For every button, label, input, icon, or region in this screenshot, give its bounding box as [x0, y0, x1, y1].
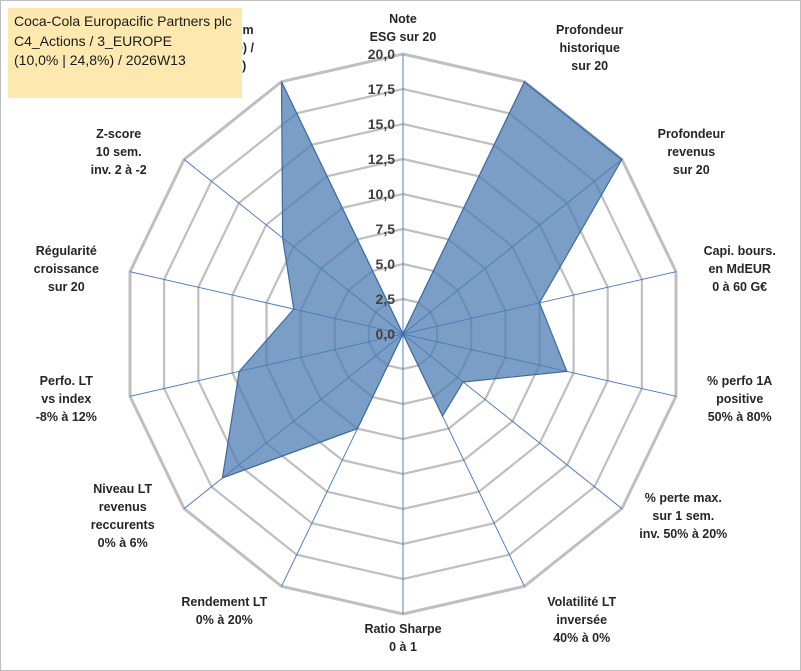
axis-label-line: sur 1 sem.	[652, 509, 714, 523]
radial-tick-label: 0,0	[376, 326, 396, 342]
axis-label-line: inversée	[556, 613, 607, 627]
chart-title-period: (10,0% | 24,8%) / 2026W13	[14, 52, 186, 68]
axis-label-line: sur 20	[571, 59, 608, 73]
axis-label-line: 50% à 80%	[708, 410, 772, 424]
radial-tick-label: 15,0	[368, 116, 395, 132]
axis-label-line: Z-score	[96, 127, 141, 141]
axis-label: Niveau LT revenus reccurents 0% à 6%	[91, 482, 155, 550]
axis-label-line: Niveau LT	[93, 482, 152, 496]
radial-tick-label: 12,5	[368, 151, 395, 167]
axis-label-line: 0% à 6%	[98, 536, 148, 550]
axis-label: Volatilité LT inversée 40% à 0%	[547, 595, 616, 645]
axis-label-line: Rendement LT	[181, 595, 267, 609]
axis-label-line: reccurents	[91, 518, 155, 532]
radar-series	[221, 80, 623, 479]
axis-label: Ratio Sharpe 0 à 1	[364, 622, 441, 654]
radial-tick-label: 7,5	[376, 221, 396, 237]
chart-title-box: Coca-Cola Europacific Partners plc C4_Ac…	[8, 8, 242, 98]
axis-label-line: sur 20	[48, 280, 85, 294]
axis-label-line: inv. 50% à 20%	[639, 527, 727, 541]
axis-label: % perte max. sur 1 sem. inv. 50% à 20%	[639, 491, 727, 541]
axis-label: Note ESG sur 20	[370, 12, 437, 44]
radial-tick-label: 20,0	[368, 46, 395, 62]
axis-label-line: Profondeur	[556, 23, 623, 37]
axis-label-line: inv. 2 à -2	[91, 163, 147, 177]
axis-label-line: sur 20	[673, 163, 710, 177]
axis-label-line: Note	[389, 12, 417, 26]
axis-label-line: 10 sem.	[96, 145, 142, 159]
axis-label-line: positive	[716, 392, 763, 406]
axis-label: % perfo 1A positive 50% à 80%	[707, 374, 772, 424]
axis-label-line: en MdEUR	[708, 262, 771, 276]
axis-label-line: historique	[559, 41, 619, 55]
axis-label: Rendement LT 0% à 20%	[181, 595, 267, 627]
radial-tick-labels: 0,0 2,5 5,0 7,5 10,0 12,5 15,0 17,5 20,0	[368, 46, 395, 342]
axis-label-line: % perfo 1A	[707, 374, 772, 388]
axis-label-line: revenus	[99, 500, 147, 514]
axis-label-line: Ratio Sharpe	[364, 622, 441, 636]
axis-label-line: -8% à 12%	[36, 410, 97, 424]
chart-title-category: C4_Actions / 3_EUROPE	[14, 32, 172, 49]
chart-title-company: Coca-Cola Europacific Partners plc	[14, 13, 232, 29]
radial-tick-label: 5,0	[376, 256, 396, 272]
axis-label-line: 0 à 1	[389, 640, 417, 654]
axis-label: Régularité croissance sur 20	[34, 244, 99, 294]
radial-tick-label: 10,0	[368, 186, 395, 202]
axis-label: Capi. bours. en MdEUR 0 à 60 G€	[704, 244, 776, 294]
axis-label-line: vs index	[41, 392, 91, 406]
axis-label: Perfo. LT vs index -8% à 12%	[36, 374, 97, 424]
axis-label-line: 0 à 60 G€	[712, 280, 767, 294]
axis-label-line: Volatilité LT	[547, 595, 616, 609]
axis-label-line: 0% à 20%	[196, 613, 253, 627]
series-polygon	[221, 80, 623, 479]
axis-label-line: Perfo. LT	[40, 374, 94, 388]
axis-label: Profondeur revenus sur 20	[658, 127, 725, 177]
axis-label: Profondeur historique sur 20	[556, 23, 623, 73]
axis-label-line: % perte max.	[645, 491, 722, 505]
axis-label-line: revenus	[667, 145, 715, 159]
axis-label: Z-score 10 sem. inv. 2 à -2	[91, 127, 147, 177]
radial-tick-label: 17,5	[368, 81, 395, 97]
axis-label-line: Capi. bours.	[704, 244, 776, 258]
radial-tick-label: 2,5	[376, 291, 396, 307]
axis-label-line: Profondeur	[658, 127, 725, 141]
axis-label-line: ESG sur 20	[370, 30, 437, 44]
axis-label-line: croissance	[34, 262, 99, 276]
axis-label-line: 40% à 0%	[553, 631, 610, 645]
axis-label-line: Régularité	[36, 244, 97, 258]
